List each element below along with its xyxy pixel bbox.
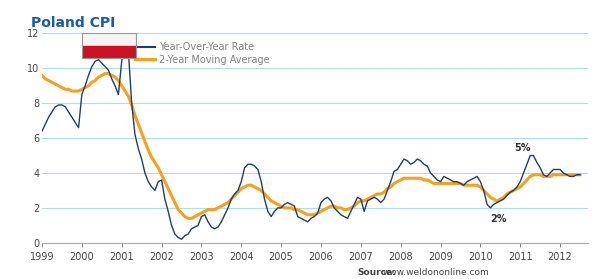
Text: 5%: 5%	[514, 143, 531, 153]
Text: 2%: 2%	[490, 214, 507, 224]
Text: Source:: Source:	[357, 268, 396, 277]
Text: www.weldononline.com: www.weldononline.com	[383, 268, 490, 277]
Bar	[82, 46, 136, 58]
Legend: Year-Over-Year Rate, 2-Year Moving Average: Year-Over-Year Rate, 2-Year Moving Avera…	[131, 38, 273, 69]
Bar	[82, 33, 136, 46]
Text: Poland CPI: Poland CPI	[31, 16, 115, 30]
